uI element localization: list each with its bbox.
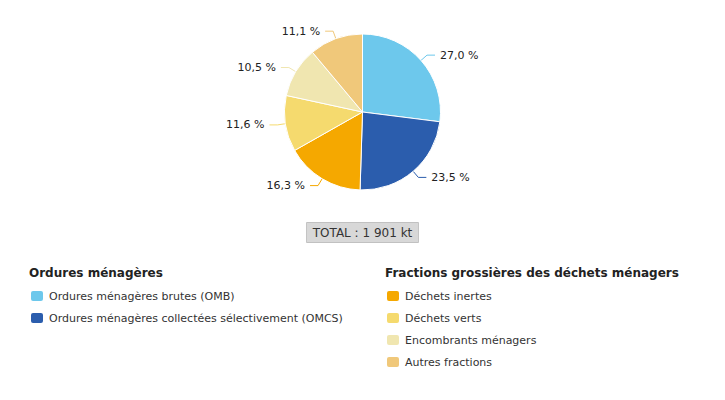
svg-text:Ordures ménagères: Ordures ménagères bbox=[29, 266, 163, 280]
svg-text:Autres fractions: Autres fractions bbox=[405, 356, 492, 369]
svg-text:10,5 %: 10,5 % bbox=[237, 61, 275, 74]
svg-text:16,3 %: 16,3 % bbox=[267, 179, 305, 192]
svg-text:11,6 %: 11,6 % bbox=[226, 118, 264, 131]
svg-text:27,0 %: 27,0 % bbox=[440, 49, 478, 62]
svg-text:23,5 %: 23,5 % bbox=[431, 171, 469, 184]
svg-text:Encombrants ménagers: Encombrants ménagers bbox=[405, 334, 537, 347]
svg-text:Ordures ménagères brutes (OMB): Ordures ménagères brutes (OMB) bbox=[49, 290, 235, 303]
svg-text:TOTAL : 1 901 kt: TOTAL : 1 901 kt bbox=[312, 226, 413, 240]
svg-text:Déchets verts: Déchets verts bbox=[405, 312, 482, 325]
svg-text:11,1 %: 11,1 % bbox=[282, 25, 320, 38]
svg-text:Ordures ménagères collectées s: Ordures ménagères collectées sélectiveme… bbox=[49, 312, 343, 325]
svg-text:Déchets inertes: Déchets inertes bbox=[405, 290, 492, 303]
svg-text:Fractions grossières des déche: Fractions grossières des déchets ménager… bbox=[385, 266, 679, 280]
